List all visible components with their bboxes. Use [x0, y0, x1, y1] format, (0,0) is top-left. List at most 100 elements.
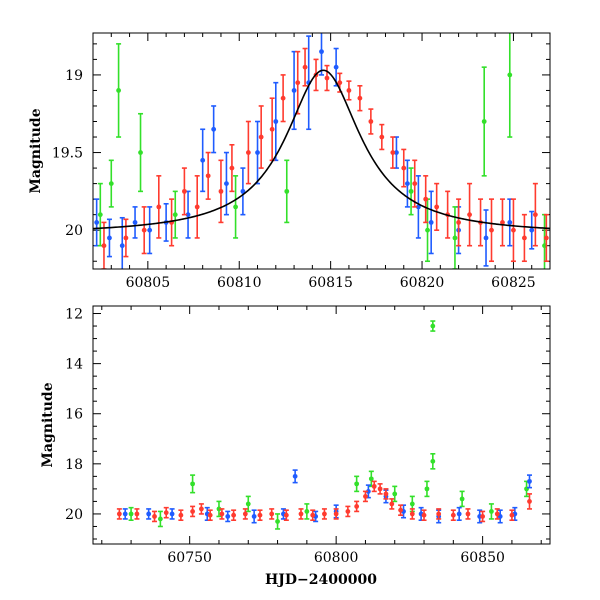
bottom-data-point — [333, 508, 339, 520]
top-plot-frame — [92, 32, 551, 270]
bottom-data-point — [421, 509, 427, 522]
top-data-points — [94, 33, 549, 269]
top-y-tick-label: 19 — [65, 68, 83, 84]
bottom-data-point — [430, 453, 436, 470]
top-data-point — [507, 198, 513, 247]
bottom-data-point — [371, 480, 377, 493]
bottom-data-point — [465, 508, 471, 520]
top-data-point — [543, 213, 549, 263]
bottom-data-point — [275, 513, 281, 530]
bottom-data-point — [157, 510, 163, 528]
top-data-point — [483, 209, 489, 267]
top-data-point — [456, 198, 462, 247]
top-data-point — [108, 159, 114, 208]
bottom-plot-frame — [92, 305, 551, 545]
bottom-data-point — [231, 509, 237, 522]
bottom-data-point — [459, 490, 465, 508]
top-data-point — [169, 198, 175, 247]
bottom-data-point — [389, 498, 395, 510]
bottom-y-tick-label: 12 — [65, 307, 83, 323]
top-x-tick-label: 60815 — [308, 275, 353, 291]
bottom-data-point — [409, 508, 415, 520]
top-data-point — [280, 74, 286, 123]
top-data-point — [156, 175, 162, 239]
bottom-data-point — [345, 505, 351, 518]
bottom-data-point — [392, 485, 398, 503]
top-data-point — [401, 148, 407, 188]
bottom-data-point — [207, 509, 213, 522]
top-data-point — [147, 206, 153, 255]
bottom-data-point — [283, 509, 289, 522]
bottom-data-point — [430, 320, 436, 332]
bottom-data-point — [128, 506, 134, 522]
top-data-point — [106, 218, 112, 258]
top-data-point — [404, 159, 410, 208]
top-panel: 60805 60810 60815 60820 60825 19 19.5 20 Magni… — [28, 32, 551, 291]
top-data-point — [211, 105, 217, 154]
top-data-point — [412, 159, 418, 208]
bottom-y-tick-label: 14 — [65, 357, 83, 373]
top-data-point — [240, 167, 246, 216]
bottom-data-point — [368, 470, 374, 488]
top-data-point — [467, 182, 473, 247]
top-data-point — [94, 198, 100, 247]
top-data-point — [368, 108, 374, 135]
bottom-data-point — [450, 509, 456, 522]
bottom-y-tick-label: 20 — [65, 507, 83, 523]
bottom-x-axis-label: HJD−2400000 — [265, 572, 377, 588]
bottom-data-point — [456, 506, 462, 522]
top-data-point — [529, 210, 535, 250]
bottom-data-point — [494, 508, 500, 520]
top-data-point — [200, 128, 206, 193]
top-x-tick-label: 60820 — [400, 275, 445, 291]
bottom-data-point — [377, 483, 383, 495]
bottom-data-point — [134, 508, 140, 520]
top-data-point — [258, 105, 264, 169]
top-data-point — [510, 198, 516, 263]
top-x-tick-label: 60805 — [126, 275, 171, 291]
bottom-data-point — [257, 509, 263, 522]
top-data-point — [194, 175, 200, 239]
top-data-point — [507, 33, 513, 138]
bottom-data-point — [122, 508, 128, 520]
top-data-point — [532, 182, 538, 247]
bottom-data-point — [480, 510, 486, 523]
top-data-point — [138, 112, 144, 193]
bottom-data-point — [169, 508, 175, 520]
bottom-x-ticks: 60750 60800 60850 — [101, 306, 542, 566]
bottom-y-axis-label: Magnitude — [40, 382, 56, 467]
top-data-point — [123, 218, 129, 258]
top-x-tick-label: 60810 — [217, 275, 262, 291]
bottom-data-point — [146, 508, 152, 520]
top-data-point — [302, 47, 308, 87]
top-data-point — [116, 43, 122, 138]
bottom-data-point — [219, 508, 225, 520]
top-data-point — [428, 190, 434, 255]
bottom-data-point — [152, 510, 158, 523]
bottom-data-point — [398, 504, 404, 516]
bottom-data-point — [225, 510, 231, 523]
bottom-data-point — [383, 488, 389, 500]
bottom-data-point — [354, 500, 360, 513]
top-data-point — [346, 80, 352, 101]
top-y-axis-label: Magnitude — [28, 108, 44, 193]
bottom-data-point — [269, 508, 275, 520]
top-data-point — [172, 190, 178, 239]
bottom-data-point — [251, 509, 257, 524]
bottom-data-point — [245, 495, 251, 513]
top-data-point — [141, 206, 147, 255]
top-data-point — [415, 175, 421, 239]
bottom-data-point — [292, 469, 298, 484]
bottom-data-point — [198, 503, 204, 515]
bottom-data-point — [190, 474, 196, 494]
bottom-data-point — [509, 509, 515, 522]
bottom-data-point — [310, 509, 316, 522]
top-data-point — [205, 151, 211, 200]
bottom-data-point — [116, 508, 122, 520]
top-x-ticks: 60805 60810 60815 60820 60825 — [92, 33, 551, 291]
top-data-point — [245, 120, 251, 185]
bottom-data-points — [116, 320, 532, 530]
bottom-x-tick-label: 60800 — [314, 550, 359, 566]
top-data-point — [324, 64, 330, 92]
